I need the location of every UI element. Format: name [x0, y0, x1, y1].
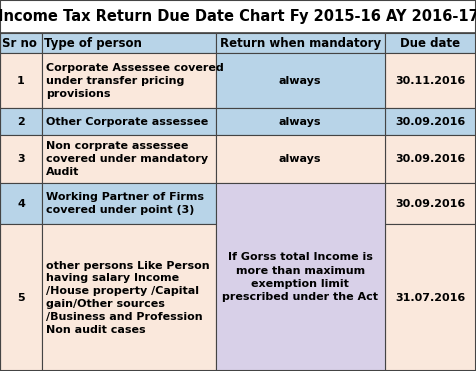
- Text: Corporate Assessee covered
under transfer pricing
provisions: Corporate Assessee covered under transfe…: [46, 63, 223, 99]
- Text: 1: 1: [17, 76, 25, 86]
- Text: always: always: [279, 154, 321, 164]
- Text: Working Partner of Firms
covered under point (3): Working Partner of Firms covered under p…: [46, 192, 204, 215]
- Bar: [0, 33, 42, 53]
- Text: 30.09.2016: 30.09.2016: [395, 199, 466, 209]
- Text: 3: 3: [17, 154, 25, 164]
- Text: 30.11.2016: 30.11.2016: [395, 76, 466, 86]
- Bar: [0, 0, 476, 33]
- Text: Other Corporate assessee: Other Corporate assessee: [46, 117, 208, 127]
- Bar: [385, 224, 476, 371]
- Bar: [0, 135, 42, 183]
- Text: 30.09.2016: 30.09.2016: [395, 154, 466, 164]
- Bar: [216, 53, 385, 108]
- Bar: [385, 183, 476, 224]
- Bar: [216, 33, 385, 53]
- Text: 2: 2: [17, 117, 25, 127]
- Text: Type of person: Type of person: [44, 36, 142, 50]
- Bar: [0, 224, 42, 371]
- Bar: [42, 224, 216, 371]
- Text: If Gorss total Income is
more than maximum
exemption limit
prescribed under the : If Gorss total Income is more than maxim…: [222, 252, 378, 302]
- Text: 30.09.2016: 30.09.2016: [395, 117, 466, 127]
- Bar: [385, 33, 476, 53]
- Bar: [385, 108, 476, 135]
- Text: Non corprate assessee
covered under mandatory
Audit: Non corprate assessee covered under mand…: [46, 141, 208, 177]
- Text: always: always: [279, 76, 321, 86]
- Text: always: always: [279, 117, 321, 127]
- Bar: [42, 53, 216, 108]
- Text: 31.07.2016: 31.07.2016: [395, 293, 466, 302]
- Text: 5: 5: [17, 293, 25, 302]
- Bar: [216, 183, 385, 371]
- Bar: [385, 135, 476, 183]
- Bar: [216, 108, 385, 135]
- Bar: [385, 53, 476, 108]
- Text: Sr no: Sr no: [2, 36, 37, 50]
- Bar: [42, 135, 216, 183]
- Bar: [42, 33, 216, 53]
- Bar: [42, 108, 216, 135]
- Bar: [216, 135, 385, 183]
- Text: Due date: Due date: [400, 36, 460, 50]
- Text: Return when mandatory: Return when mandatory: [219, 36, 381, 50]
- Bar: [0, 108, 42, 135]
- Text: Income Tax Return Due Date Chart Fy 2015-16 AY 2016-17: Income Tax Return Due Date Chart Fy 2015…: [0, 9, 476, 24]
- Text: other persons Like Person
having salary Income
/House property /Capital
gain/Oth: other persons Like Person having salary …: [46, 260, 209, 335]
- Text: 4: 4: [17, 199, 25, 209]
- Bar: [42, 183, 216, 224]
- Bar: [0, 53, 42, 108]
- Bar: [0, 183, 42, 224]
